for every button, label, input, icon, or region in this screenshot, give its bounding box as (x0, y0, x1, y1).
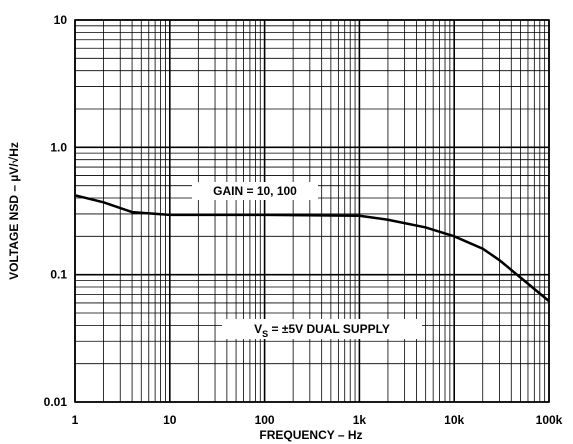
annotation-text: GAIN = 10, 100 (213, 184, 297, 198)
data-line (74, 194, 550, 303)
x-axis-label: FREQUENCY – Hz (259, 428, 362, 442)
x-tick-label: 1k (353, 413, 367, 427)
annotation: VS = ±5V DUAL SUPPLY (254, 322, 390, 339)
x-tick-label: 100 (255, 413, 275, 427)
annotation-box (192, 182, 318, 200)
y-axis-label: VOLTAGE NSD – µV/√Hz (7, 142, 21, 280)
annotation-text: = ±5V DUAL SUPPLY (268, 322, 390, 336)
x-tick-label: 100k (536, 413, 563, 427)
y-tick-label: 10 (54, 13, 68, 27)
annotation-box (222, 319, 422, 339)
y-tick-label: 0.1 (50, 268, 67, 282)
annotation-text: V (254, 322, 262, 336)
plot-frame (74, 19, 550, 403)
y-tick-label: 0.01 (44, 395, 68, 409)
x-tick-label: 10k (444, 413, 464, 427)
x-tick-label: 10 (163, 413, 177, 427)
annotation: GAIN = 10, 100 (213, 184, 297, 198)
y-tick-label: 1.0 (50, 140, 67, 154)
x-tick-label: 1 (72, 413, 79, 427)
annotation-subscript: S (262, 329, 268, 339)
